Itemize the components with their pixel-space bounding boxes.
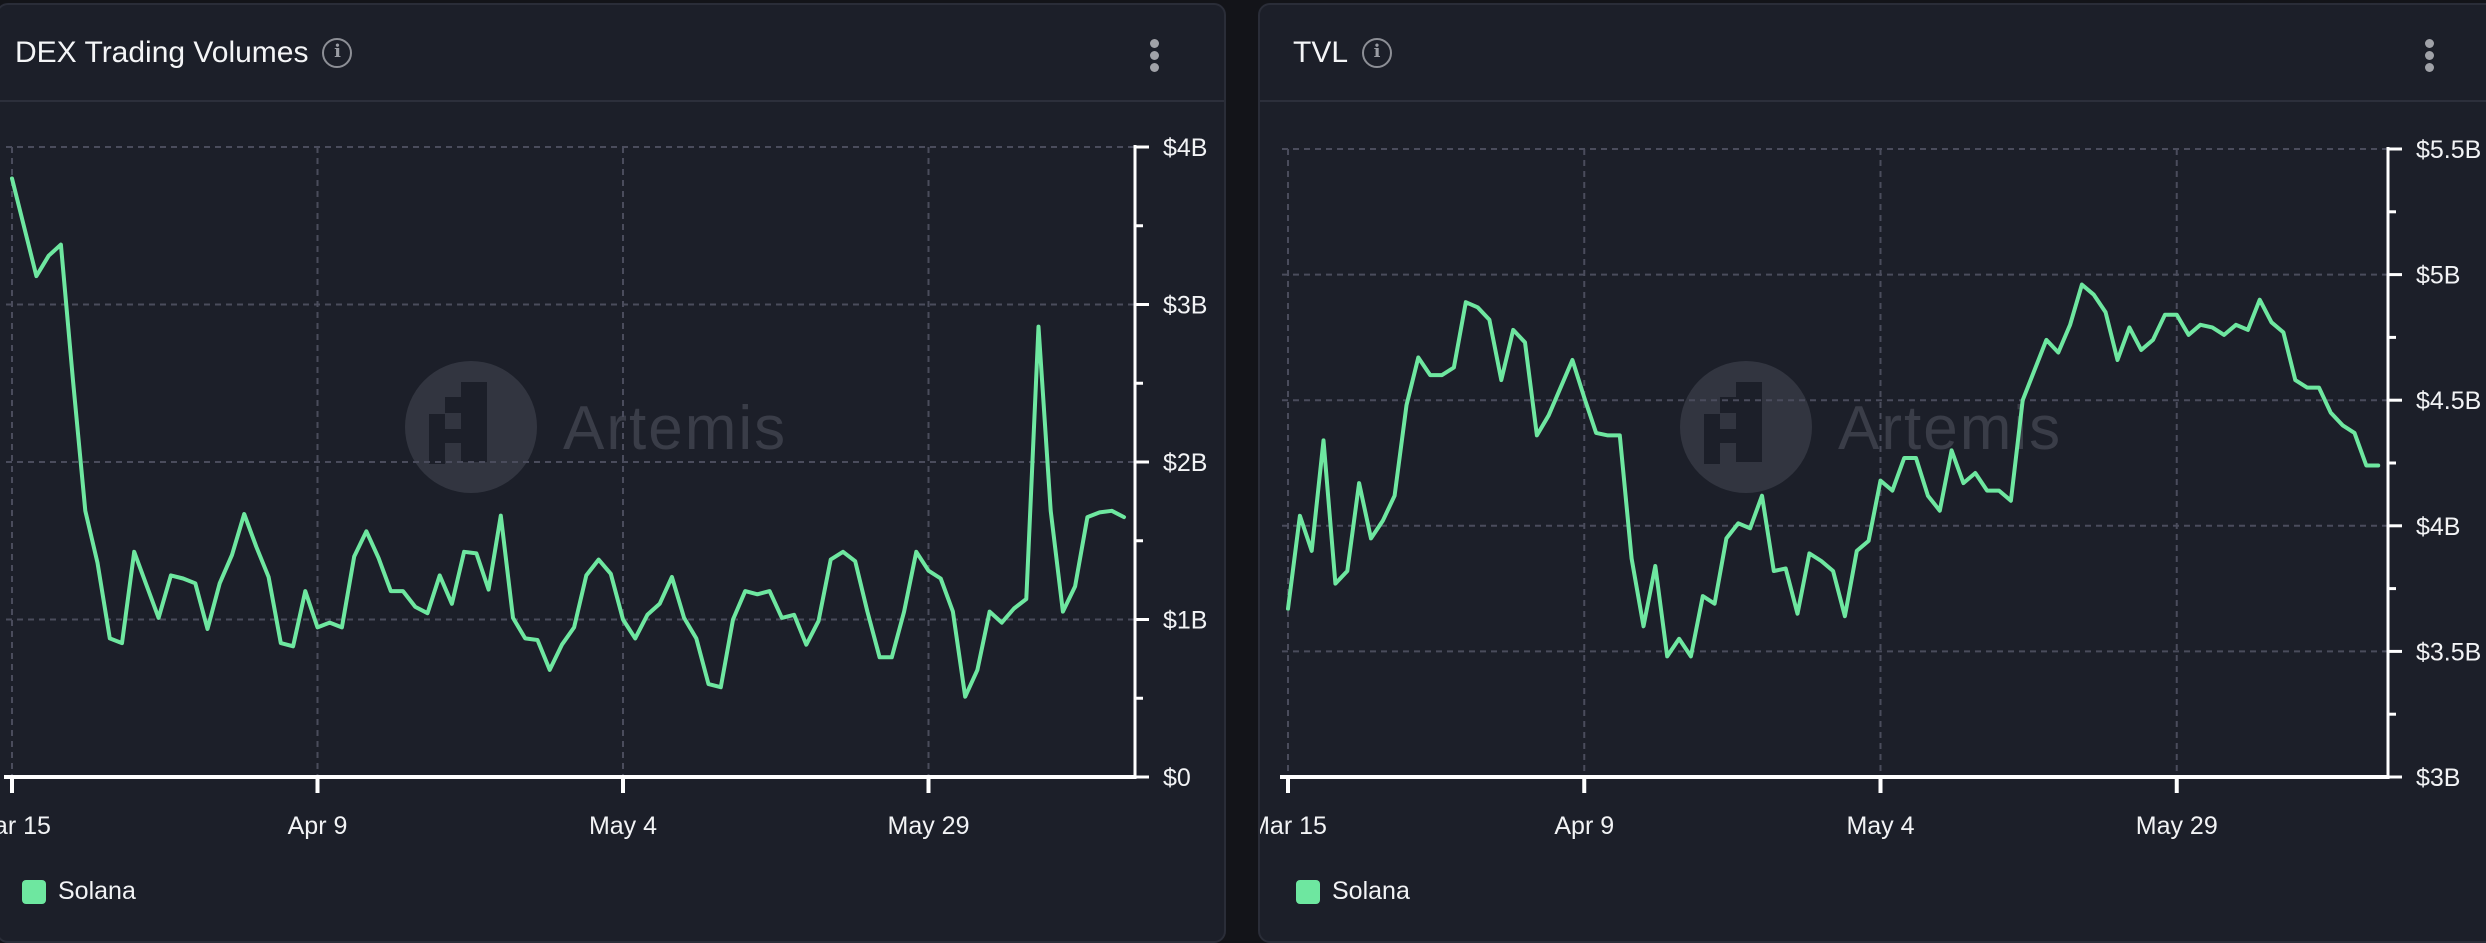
watermark-glyph (429, 382, 487, 464)
x-tick-label: Apr 9 (1554, 812, 1614, 840)
legend-label: Solana (1332, 877, 1410, 905)
x-tick-label: May 29 (2136, 812, 2218, 840)
x-tick-label: Mar 15 (0, 812, 51, 840)
y-tick-label: $3.5B (2416, 638, 2481, 666)
info-icon[interactable] (322, 38, 353, 68)
kebab-menu-icon[interactable] (2423, 39, 2435, 72)
x-tick-label: May 4 (589, 812, 657, 840)
x-tick-label: May 4 (1846, 812, 1914, 840)
y-tick-label: $5.5B (2416, 136, 2481, 164)
kebab-menu-icon[interactable] (1148, 39, 1160, 72)
panel-title-text: TVL (1293, 36, 1349, 69)
y-tick-label: $3B (1163, 292, 1207, 320)
y-tick-label: $5B (2416, 262, 2460, 290)
legend-item-solana[interactable]: Solana (1296, 877, 1410, 906)
y-tick-label: $4B (2416, 513, 2460, 541)
y-tick-label: $3B (2416, 764, 2460, 792)
panel-header: TVL (1260, 5, 2486, 102)
legend-swatch (1296, 879, 1320, 904)
y-tick-label: $2B (1163, 449, 1207, 477)
x-tick-label: Mar 15 (1260, 812, 1327, 840)
y-tick-label: $0 (1163, 764, 1191, 792)
y-tick-label: $4.5B (2416, 387, 2481, 415)
series-line-solana (10, 176, 1126, 699)
x-tick-label: Apr 9 (288, 812, 348, 840)
legend-label: Solana (58, 877, 136, 905)
legend-swatch (22, 879, 46, 904)
tvl-chart: Artemis$3B$3.5B$4B$4.5B$5B$5.5BMar 15Apr… (1260, 136, 2481, 840)
x-tick-label: May 29 (888, 812, 970, 840)
dex-volume-chart: Artemis $0 $1B $2B $3B $4B Mar 15 Apr 9 May 4 May… (0, 134, 1207, 840)
panel-title: TVL (1293, 35, 1393, 71)
y-tick-label: $4B (1163, 134, 1207, 162)
dex-trading-volumes-panel: DEX Trading Volumes Artemis $0 $1B $2B $3B $4… (0, 3, 1226, 943)
legend-item-solana[interactable]: Solana (22, 877, 136, 906)
panel-title-text: DEX Trading Volumes (15, 36, 309, 69)
panel-header: DEX Trading Volumes (0, 5, 1224, 102)
info-icon[interactable] (1362, 38, 1393, 68)
series-line-solana (1286, 282, 2381, 659)
tvl-panel: TVL Artemis$3B$3.5B$4B$4.5B$5B$5.5BMar 1… (1258, 3, 2486, 943)
watermark-text: Artemis (563, 394, 787, 463)
panel-title: DEX Trading Volumes (15, 35, 353, 71)
y-tick-label: $1B (1163, 607, 1207, 635)
watermark-glyph (1704, 382, 1762, 464)
